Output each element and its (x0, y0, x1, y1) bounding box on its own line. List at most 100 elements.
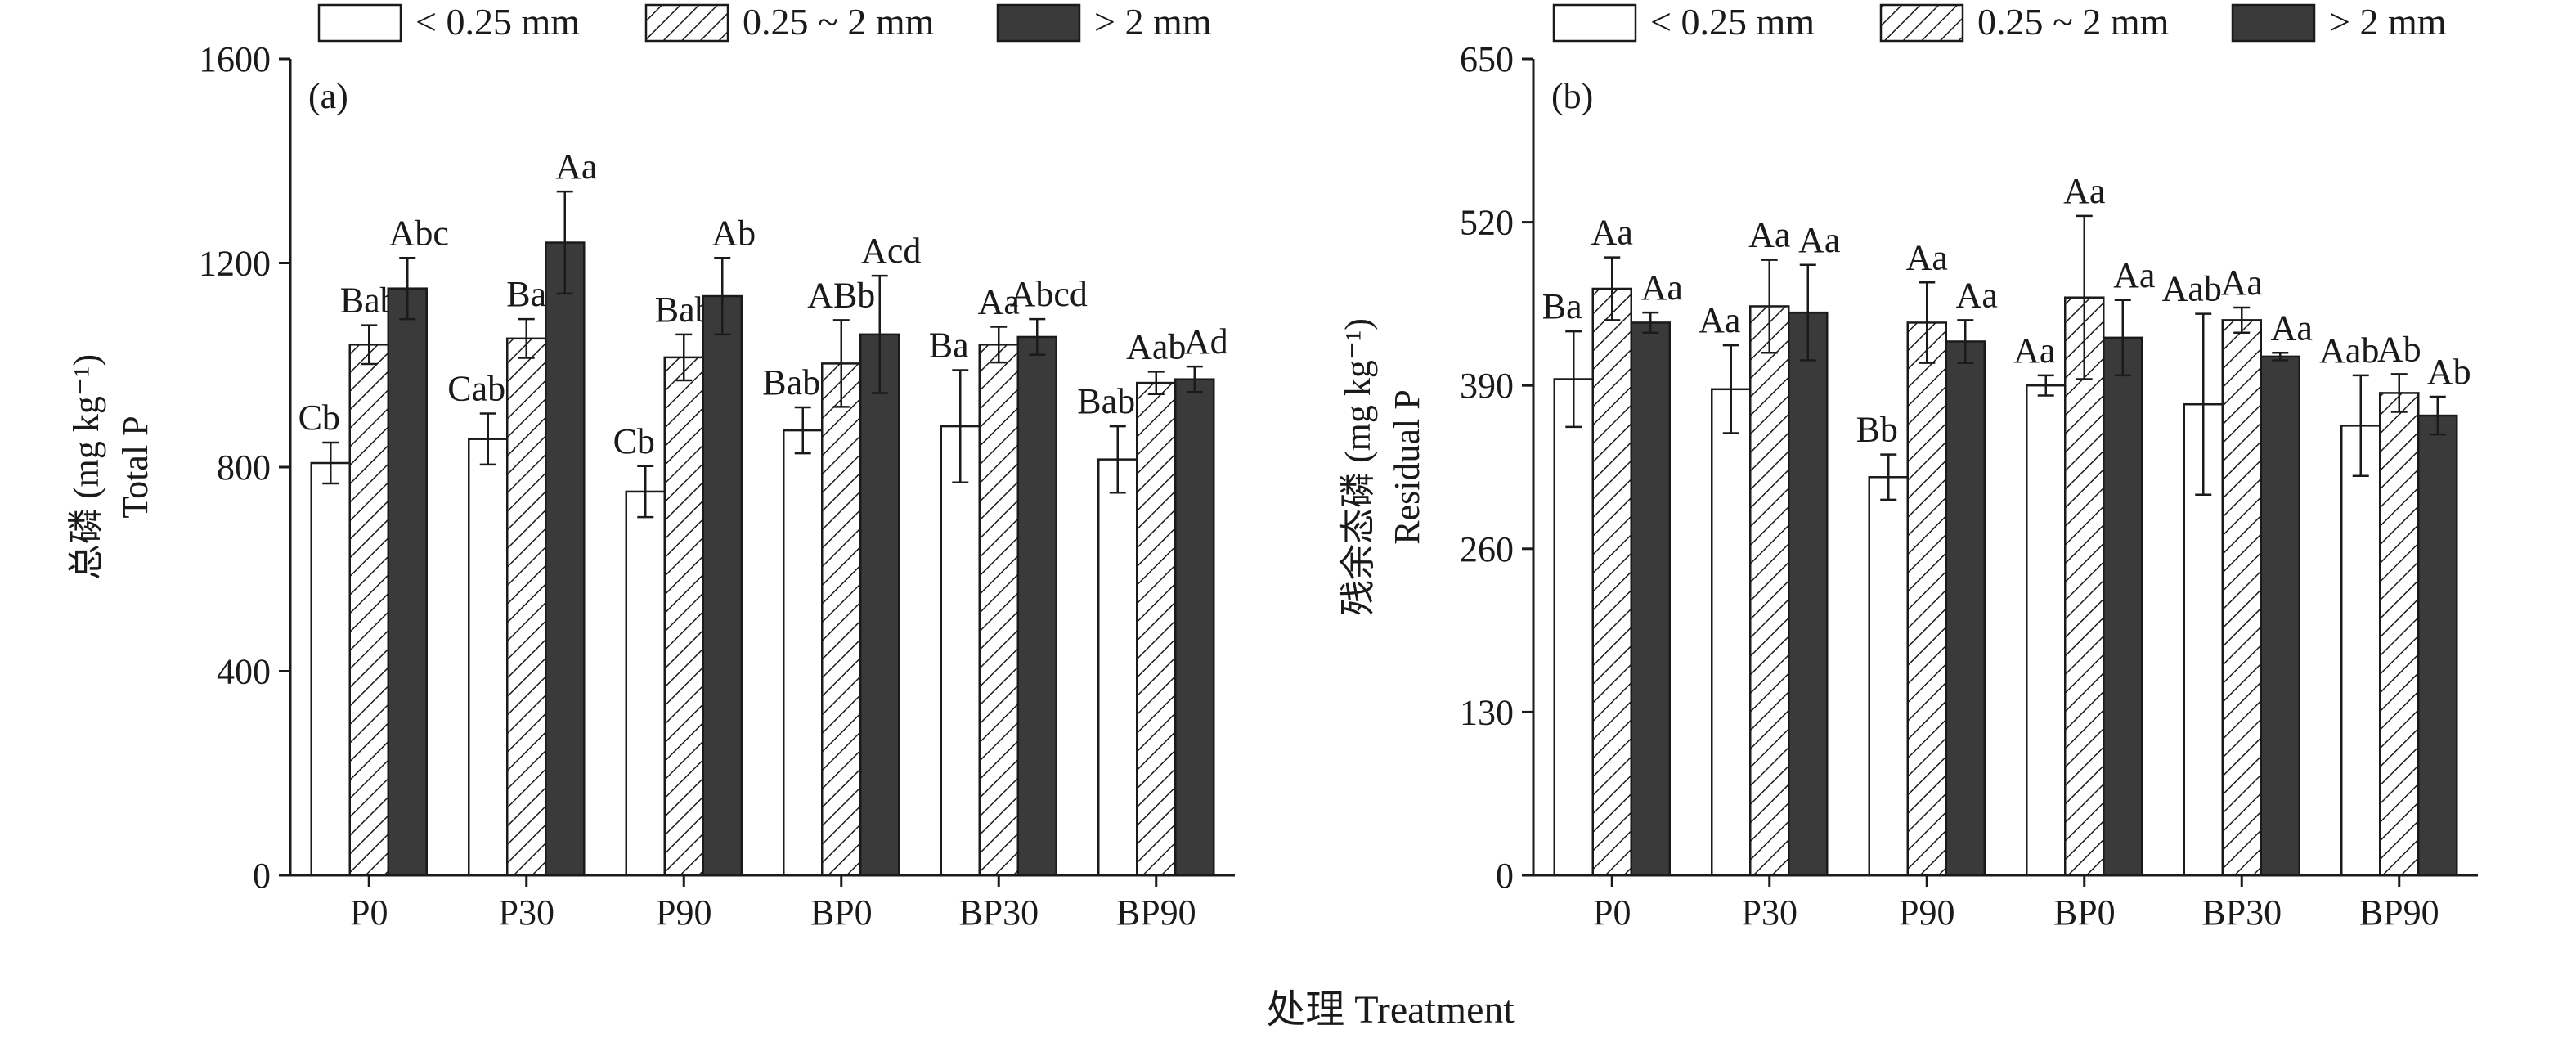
data-label: Cab (447, 369, 505, 409)
bar (2183, 402, 2224, 877)
bar (1136, 381, 1177, 877)
data-label: Aa (1591, 213, 1633, 253)
legend-label: < 0.25 mm (415, 1, 580, 43)
bar (545, 241, 586, 877)
bar (468, 438, 509, 877)
data-label: Ab (711, 213, 756, 253)
data-label: Aa (2063, 171, 2105, 211)
bar (2103, 336, 2143, 877)
bar (1097, 458, 1138, 877)
legend: < 0.25 mm 0.25 ~ 2 mm > 2 mm (317, 1, 1212, 43)
panel-label: (a) (308, 76, 348, 116)
bar (2340, 425, 2381, 877)
bar (2379, 392, 2420, 877)
data-label: Acd (861, 231, 921, 271)
common-x-axis-label: 处理 Treatment (1266, 988, 1515, 1032)
x-tick-label: P30 (499, 892, 554, 933)
data-label: Aa (1699, 300, 1740, 340)
bar (1868, 476, 1909, 877)
data-label: Ba (1542, 286, 1582, 326)
legend-label: > 2 mm (2329, 1, 2447, 43)
data-label: Ab (2427, 352, 2471, 392)
panel-label: (b) (1551, 76, 1593, 116)
y-axis-label-cn: 总磷 (mg kg⁻¹) (66, 354, 106, 580)
panel-b: 0 130 260 390 520 650 残余态磷 (mg kg⁻¹) Residual P… (1338, 1, 2478, 933)
bar (2417, 414, 2458, 877)
bar (2221, 319, 2262, 877)
data-label: Bab (1077, 381, 1135, 421)
x-tick-label: P90 (656, 892, 711, 933)
data-label: Aa (2013, 330, 2055, 371)
y-tick-label: 400 (217, 652, 271, 692)
bar (348, 344, 389, 877)
x-tick-label: BP0 (2053, 892, 2116, 933)
bar (2026, 384, 2067, 877)
data-label: Aa (1641, 267, 1683, 308)
data-label: Aa (2221, 263, 2263, 303)
x-tick-label: BP30 (2201, 892, 2282, 933)
data-label: ABb (807, 275, 875, 315)
data-label: Cb (298, 398, 340, 438)
bar (1711, 388, 1752, 877)
data-label: Ad (1184, 321, 1228, 362)
y-tick-label: 130 (1460, 692, 1514, 732)
y-tick-label: 520 (1460, 203, 1514, 243)
x-tick-label: P0 (350, 892, 388, 933)
x-tick-label: BP90 (1116, 892, 1196, 933)
data-label: Aab (2319, 330, 2379, 371)
bar (1553, 378, 1594, 877)
data-label: Aa (1748, 215, 1790, 255)
data-label: Aa (1798, 220, 1840, 260)
legend-label: > 2 mm (1094, 1, 1212, 43)
data-label: Aab (2162, 269, 2222, 309)
data-label: Aa (555, 146, 597, 187)
legend-label: 0.25 ~ 2 mm (743, 1, 935, 43)
data-label: Aa (1906, 237, 1948, 277)
bar (1016, 335, 1057, 877)
legend-label: < 0.25 mm (1650, 1, 1815, 43)
bar (821, 362, 862, 877)
data-label: Bb (1856, 410, 1898, 450)
bar (1174, 378, 1215, 877)
bar (387, 287, 428, 877)
bar (1749, 305, 1790, 877)
bar (625, 490, 666, 877)
bar (506, 337, 547, 877)
legend-swatch (996, 3, 1081, 43)
y-axis-label-en: Residual P (1387, 389, 1427, 544)
data-label: Ba (506, 274, 546, 314)
y-tick-label: 1200 (199, 244, 271, 284)
legend-swatch (644, 3, 729, 43)
data-label: Aab (1126, 326, 1186, 366)
y-tick-label: 650 (1460, 39, 1514, 79)
y-axis-label-cn: 残余态磷 (mg kg⁻¹) (1338, 318, 1378, 616)
legend-swatch (1879, 3, 1964, 43)
y-tick-label: 390 (1460, 366, 1514, 406)
x-tick-label: BP30 (958, 892, 1039, 933)
legend-swatch (317, 3, 402, 43)
bar (1788, 311, 1829, 877)
x-tick-label: BP90 (2359, 892, 2439, 933)
bar (310, 461, 351, 877)
bar (1630, 321, 1671, 877)
x-tick-label: BP0 (810, 892, 873, 933)
data-label: Ba (929, 325, 969, 365)
y-tick-label: 0 (1496, 856, 1514, 896)
data-label: Cb (613, 421, 655, 461)
bar (663, 356, 704, 877)
data-label: Abc (389, 213, 449, 253)
data-label: Bab (762, 362, 820, 402)
panel-a: 0 400 800 1200 1600 总磷 (mg kg⁻¹) Total P (a) P0 C… (66, 1, 1235, 933)
bar (859, 333, 900, 877)
legend: < 0.25 mm 0.25 ~ 2 mm > 2 mm (1552, 1, 2447, 43)
legend-swatch (2231, 3, 2316, 43)
y-tick-label: 260 (1460, 529, 1514, 569)
bar (978, 344, 1019, 877)
data-label: Aa (2271, 308, 2313, 348)
y-tick-label: 0 (253, 856, 271, 896)
bar (2064, 296, 2105, 877)
bar (702, 294, 743, 877)
data-label: Aa (978, 281, 1020, 321)
bar (1906, 321, 1947, 877)
y-axis-label-en: Total P (115, 416, 155, 518)
